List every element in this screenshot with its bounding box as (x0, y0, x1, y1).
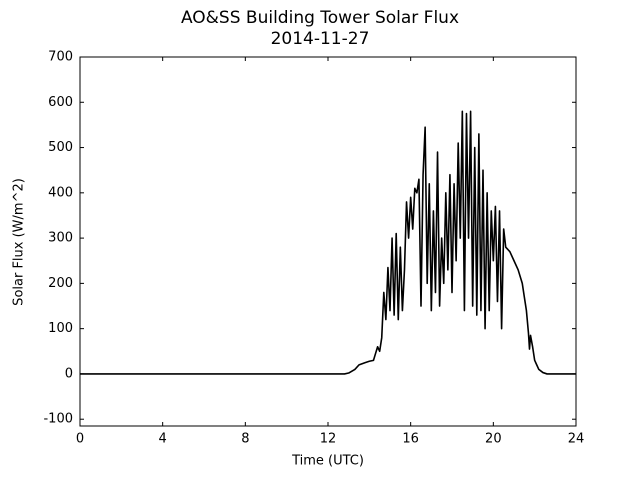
y-tick-label: 0 (65, 366, 73, 381)
data-line (80, 110, 576, 375)
y-tick-label: 700 (48, 50, 73, 65)
plot-frame (79, 56, 577, 427)
y-tick-label: 400 (48, 185, 73, 200)
y-tick-label: 600 (48, 95, 73, 110)
y-tick-label: 100 (48, 321, 73, 336)
y-tick-label: 300 (48, 231, 73, 246)
x-tick-label: 16 (402, 432, 419, 447)
x-tick-label: 8 (241, 432, 249, 447)
y-axis-label: Solar Flux (W/m^2) (12, 178, 27, 306)
x-tick-label: 4 (159, 432, 167, 447)
y-tick-label: 200 (48, 276, 73, 291)
x-tick-label: 20 (485, 432, 502, 447)
chart-title: AO&SS Building Tower Solar Flux (181, 8, 459, 28)
x-tick-label: 24 (568, 432, 585, 447)
x-axis-label: Time (UTC) (291, 454, 364, 469)
chart-subtitle: 2014-11-27 (271, 29, 370, 49)
x-tick-label: 0 (76, 432, 84, 447)
y-tick-label: 500 (48, 140, 73, 155)
y-tick-label: -100 (43, 412, 73, 427)
x-tick-label: 12 (320, 432, 337, 447)
